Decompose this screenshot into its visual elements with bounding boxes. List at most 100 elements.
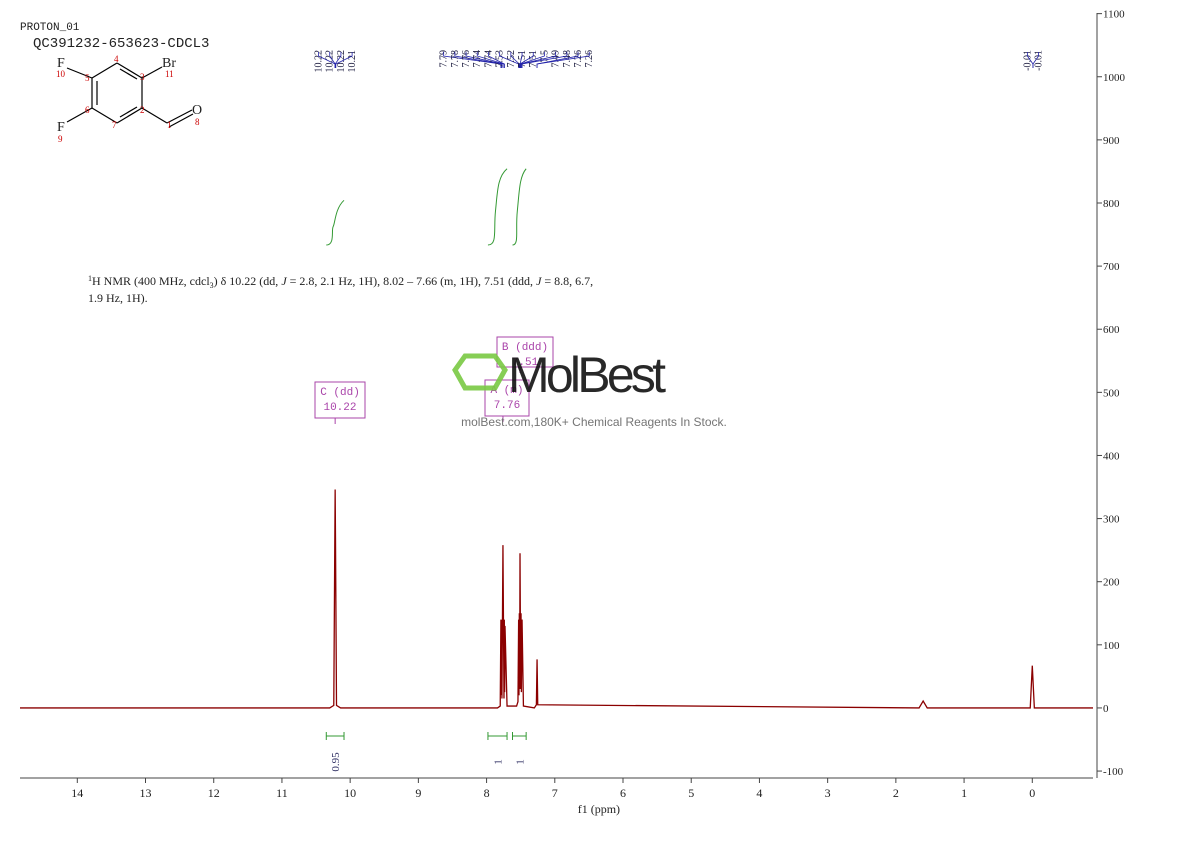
peak-label: 10.21 xyxy=(347,50,358,73)
y-tick-label: 300 xyxy=(1103,514,1120,526)
nmr-description: 1H NMR (400 MHz, cdcl3) δ 10.22 (dd, J =… xyxy=(88,274,593,290)
x-tick-label: 0 xyxy=(1029,786,1035,800)
nmr-description: 1.9 Hz, 1H). xyxy=(88,291,148,305)
y-tick-label: 1100 xyxy=(1103,9,1125,21)
peak-leader xyxy=(443,52,502,68)
peak-leader xyxy=(520,52,545,68)
x-tick-label: 13 xyxy=(140,786,152,800)
peak-label: 10.22 xyxy=(314,50,325,73)
atom-number: 3 xyxy=(140,72,145,82)
y-tick-label: 700 xyxy=(1103,261,1120,273)
watermark: MolBest molBest.com,180K+ Chemical Reage… xyxy=(452,347,727,429)
integral-curve xyxy=(326,199,345,246)
experiment-name: PROTON_01 xyxy=(20,22,80,34)
watermark-tagline: molBest.com,180K+ Chemical Reagents In S… xyxy=(461,415,727,429)
multiplet-box xyxy=(484,379,530,417)
watermark-logo xyxy=(452,353,508,391)
text: = 2.8, 2.1 Hz, 1H), 8.02 – 7.66 (m, 1H),… xyxy=(287,274,536,288)
atom-labels: F 10 5 4 3 Br 11 F 9 6 7 2 1 O 8 xyxy=(56,54,202,144)
plot: 14 13 12 11 10 9 8 7 6 5 4 3 2 1 0f1 (ppm)-10001002003… xyxy=(20,9,1126,816)
peak-label: 7.51 xyxy=(528,50,539,68)
text: H NMR (400 MHz, cdcl xyxy=(92,274,210,288)
y-tick-label: -100 xyxy=(1103,766,1124,778)
atom-number: 2 xyxy=(140,105,145,115)
y-tick-label: 800 xyxy=(1103,198,1120,210)
integral-bracket xyxy=(325,732,345,740)
x-tick-label: 3 xyxy=(825,786,831,800)
x-tick-label: 12 xyxy=(208,786,220,800)
atom: F xyxy=(57,120,65,135)
integral-bracket xyxy=(487,732,508,740)
peak-leader xyxy=(519,52,534,68)
x-tick-label: 4 xyxy=(756,786,762,800)
integral-curve xyxy=(487,168,508,246)
peak-label: 7.5 xyxy=(539,50,550,63)
spectrum xyxy=(20,489,1093,709)
multiplet-label: C (dd) xyxy=(320,387,360,399)
peak-leader xyxy=(1032,52,1039,68)
peak-label: -0.01 xyxy=(1034,50,1045,71)
x-tick-label: 8 xyxy=(484,786,490,800)
multiplet-box xyxy=(314,381,366,419)
atom: F xyxy=(57,56,65,71)
molecule xyxy=(66,62,194,128)
atom-number: 4 xyxy=(114,54,119,64)
x-tick-label: 9 xyxy=(415,786,421,800)
peak-label: 7.48 xyxy=(562,50,573,68)
peak-leader xyxy=(334,52,342,68)
atom-number: 7 xyxy=(112,120,117,130)
integral-label: 1 xyxy=(514,759,526,765)
peak-leader xyxy=(520,52,557,68)
multiplet-shift: 10.22 xyxy=(323,402,356,414)
peak-label: 7.52 xyxy=(506,50,517,68)
multiplet-label: B (ddd) xyxy=(502,342,548,354)
atom-number: 9 xyxy=(58,134,63,144)
peak-leader xyxy=(499,52,520,68)
x-tick-label: 10 xyxy=(344,786,356,800)
peak-leader xyxy=(454,52,502,68)
atom-number: 5 xyxy=(85,73,90,83)
peak-leader xyxy=(521,52,568,68)
multiplet-box xyxy=(496,336,554,368)
x-tick-label: 14 xyxy=(71,786,83,800)
integral-curve xyxy=(512,168,527,246)
y-tick-label: 0 xyxy=(1103,703,1109,715)
peak-leader xyxy=(536,52,590,68)
multiplet-shift: 7.76 xyxy=(494,400,520,412)
peak-label: 7.49 xyxy=(551,50,562,68)
atom: O xyxy=(192,103,202,118)
peak-label: 7.79 xyxy=(439,50,450,68)
peak-leader xyxy=(510,52,520,68)
y-tick-label: 600 xyxy=(1103,324,1120,336)
atom-number: 6 xyxy=(85,105,90,115)
atom-number: 11 xyxy=(165,69,174,79)
integral-label: 1 xyxy=(492,759,504,765)
peak-label: 10.22 xyxy=(325,50,336,73)
y-tick-label: 500 xyxy=(1103,387,1120,399)
atom-number: 1 xyxy=(167,120,172,130)
text: ) δ 10.22 (dd, xyxy=(214,274,282,288)
x-tick-label: 2 xyxy=(893,786,899,800)
y-tick-label: 200 xyxy=(1103,577,1120,589)
text: J xyxy=(536,274,542,288)
peak-label: -0.01 xyxy=(1022,50,1033,71)
peak-label: 7.51 xyxy=(517,50,528,68)
atom-number: 10 xyxy=(56,69,66,79)
peak-label: 7.74 xyxy=(472,50,483,68)
superscript: 1 xyxy=(88,274,92,283)
y-tick-label: 100 xyxy=(1103,640,1120,652)
x-tick-label: 11 xyxy=(276,786,288,800)
x-axis-title: f1 (ppm) xyxy=(578,802,620,816)
x-tick-label: 6 xyxy=(620,786,626,800)
x-tick-label: 1 xyxy=(961,786,967,800)
peak-leader xyxy=(488,52,505,68)
multiplet-shift: 7.51 xyxy=(512,357,539,369)
atom-number: 8 xyxy=(195,117,200,127)
peak-leader xyxy=(335,52,353,68)
y-tick-label: 1000 xyxy=(1103,72,1126,84)
peak-label: 7.26 xyxy=(573,50,584,68)
peak-label: 7.78 xyxy=(450,50,461,68)
atom: Br xyxy=(162,56,176,71)
